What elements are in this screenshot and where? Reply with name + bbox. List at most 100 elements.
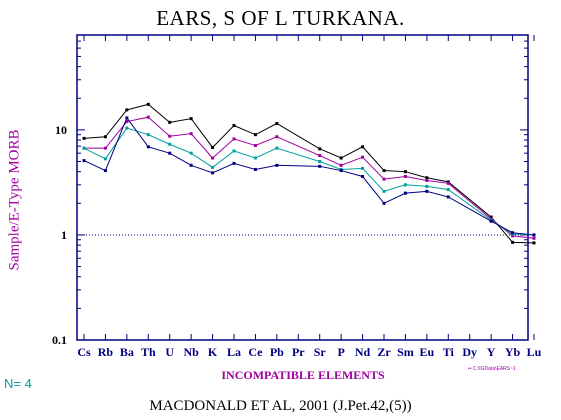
data-point bbox=[382, 189, 386, 193]
data-point bbox=[382, 169, 386, 173]
data-point bbox=[361, 166, 365, 170]
data-point bbox=[211, 145, 215, 149]
data-point bbox=[232, 149, 236, 153]
x-tick-label: Cs bbox=[77, 345, 91, 359]
data-point bbox=[446, 195, 450, 199]
data-point bbox=[318, 164, 322, 168]
data-point bbox=[82, 159, 86, 163]
data-point bbox=[489, 219, 493, 223]
sample-count-value: 4 bbox=[24, 376, 32, 391]
data-point bbox=[403, 174, 407, 178]
data-point bbox=[103, 169, 107, 173]
data-point bbox=[125, 108, 129, 112]
data-point bbox=[103, 157, 107, 161]
data-point bbox=[382, 177, 386, 181]
data-point bbox=[318, 160, 322, 164]
data-point bbox=[511, 240, 515, 244]
series-line-3 bbox=[83, 127, 535, 236]
data-point bbox=[318, 154, 322, 158]
data-point bbox=[275, 122, 279, 126]
data-point bbox=[103, 135, 107, 139]
data-point bbox=[253, 144, 257, 148]
data-point bbox=[168, 142, 172, 146]
data-point bbox=[532, 241, 536, 245]
citation-footer: MACDONALD ET AL, 2001 (J.Pet.42,(5)) bbox=[149, 398, 412, 414]
data-point bbox=[168, 120, 172, 124]
x-tick-label: Ba bbox=[120, 345, 134, 359]
x-tick-label: Nd bbox=[355, 345, 371, 359]
data-point bbox=[232, 124, 236, 128]
file-path-label: •• C:\IGData\EARS~1 bbox=[468, 366, 516, 372]
data-point bbox=[339, 156, 343, 160]
data-point bbox=[253, 167, 257, 171]
data-point bbox=[425, 189, 429, 193]
data-point bbox=[146, 145, 150, 149]
data-point bbox=[211, 156, 215, 160]
plot-frame bbox=[76, 34, 529, 341]
x-tick-label: Dy bbox=[462, 345, 477, 359]
data-point bbox=[511, 231, 515, 235]
x-tick-label: Eu bbox=[420, 345, 435, 359]
data-point bbox=[532, 236, 536, 240]
data-point bbox=[361, 174, 365, 178]
data-point bbox=[361, 145, 365, 149]
x-tick-label: Nb bbox=[183, 345, 199, 359]
x-tick-label: Pb bbox=[270, 345, 284, 359]
data-point bbox=[382, 201, 386, 205]
data-point bbox=[511, 234, 515, 238]
data-point bbox=[189, 117, 193, 121]
x-tick-label: Zr bbox=[377, 345, 391, 359]
data-point bbox=[168, 151, 172, 155]
x-tick-label: Ce bbox=[248, 345, 263, 359]
data-point bbox=[361, 155, 365, 159]
x-tick-label: Ti bbox=[443, 345, 455, 359]
data-point bbox=[189, 163, 193, 167]
sample-count: N= 4 bbox=[4, 376, 32, 391]
data-point bbox=[425, 184, 429, 188]
data-point bbox=[275, 135, 279, 139]
x-tick-label: Th bbox=[141, 345, 156, 359]
data-point bbox=[253, 156, 257, 160]
series-line-4 bbox=[83, 116, 535, 236]
data-point bbox=[146, 102, 150, 106]
data-point bbox=[125, 126, 129, 130]
data-point bbox=[403, 183, 407, 187]
x-tick-label: P bbox=[337, 345, 344, 359]
data-point bbox=[446, 188, 450, 192]
series-line-1 bbox=[83, 103, 535, 244]
data-point bbox=[189, 132, 193, 136]
data-point bbox=[211, 165, 215, 169]
data-point bbox=[232, 161, 236, 165]
data-point bbox=[125, 116, 129, 120]
x-tick-label: U bbox=[165, 345, 174, 359]
data-point bbox=[253, 133, 257, 137]
y-tick-label: 1 bbox=[61, 228, 67, 242]
x-tick-label: La bbox=[227, 345, 241, 359]
data-point bbox=[446, 181, 450, 185]
y-tick-label: 10 bbox=[55, 123, 67, 137]
x-tick-label: Sr bbox=[314, 345, 327, 359]
data-point bbox=[532, 233, 536, 237]
x-tick-label: Lu bbox=[527, 345, 542, 359]
data-point bbox=[189, 151, 193, 155]
data-point bbox=[82, 146, 86, 150]
x-tick-label: Yb bbox=[505, 345, 521, 359]
data-point bbox=[425, 178, 429, 182]
data-point bbox=[146, 133, 150, 137]
y-tick-label: 0.1 bbox=[52, 333, 67, 347]
sample-count-label: N= bbox=[4, 376, 21, 391]
data-point bbox=[425, 176, 429, 180]
data-point bbox=[168, 134, 172, 138]
data-point bbox=[103, 146, 107, 150]
x-axis-label: INCOMPATIBLE ELEMENTS bbox=[221, 368, 385, 382]
data-point bbox=[232, 137, 236, 141]
data-point bbox=[403, 191, 407, 195]
x-tick-label: Sm bbox=[397, 345, 414, 359]
data-point bbox=[146, 115, 150, 119]
data-point bbox=[403, 170, 407, 174]
x-tick-label: Pr bbox=[292, 345, 305, 359]
data-point bbox=[125, 120, 129, 124]
data-point bbox=[211, 171, 215, 175]
series-line-2 bbox=[84, 116, 535, 239]
